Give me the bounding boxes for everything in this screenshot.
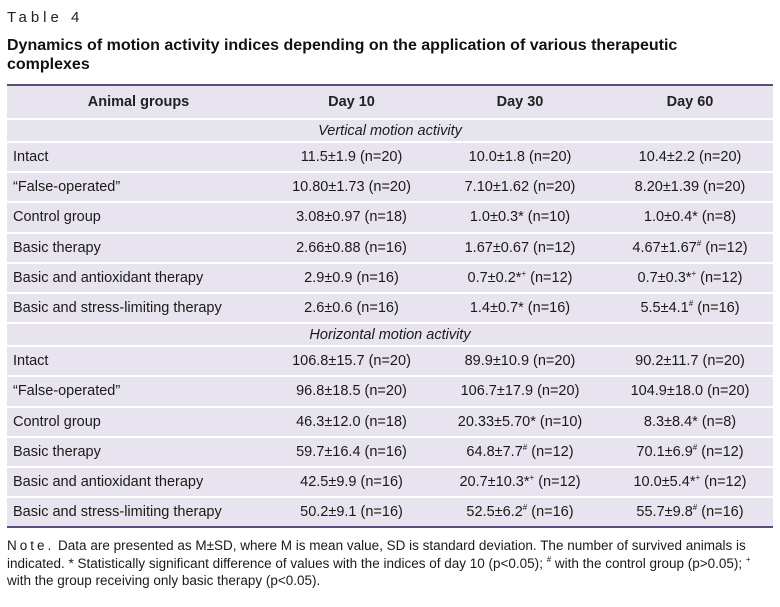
cell-d30: 1.0±0.3* (n=10) [433, 201, 607, 233]
table-body: Vertical motion activity Intact 11.5±1.9 (… [7, 118, 773, 529]
table-row: Basic and stress-limiting therapy 2.6±0.6… [7, 291, 773, 324]
cell-d30: 20.33±5.70* (n=10) [433, 405, 607, 437]
data-table: Animal groups Day 10 Day 30 Day 60 Verti… [7, 84, 773, 529]
cell-d10: 59.7±16.4 (n=16) [270, 435, 433, 467]
table-row: Basic and antioxidant therapy 2.9±0.9 (n=… [7, 261, 773, 293]
table-row: “False-operated” 10.80±1.73 (n=20) 7.10±1.… [7, 171, 773, 203]
cell-d60: 8.20±1.39 (n=20) [607, 171, 773, 203]
cell-d60: 104.9±18.0 (n=20) [607, 375, 773, 407]
cell-d30: 89.9±10.9 (n=20) [433, 345, 607, 377]
cell-group: Basic and stress-limiting therapy [7, 291, 270, 324]
header-day-60: Day 60 [607, 84, 773, 120]
cell-d10: 96.8±18.5 (n=20) [270, 375, 433, 407]
cell-d60: 5.5±4.1# (n=16) [607, 291, 773, 324]
cell-group: Intact [7, 140, 270, 173]
cell-d60: 55.7±9.8# (n=16) [607, 496, 773, 529]
cell-d30: 7.10±1.62 (n=20) [433, 171, 607, 203]
table-note: Note. Data are presented as M±SD, where … [7, 537, 773, 590]
cell-d30: 1.4±0.7* (n=16) [433, 291, 607, 324]
note-text: Data are presented as M±SD, where M is m… [7, 538, 751, 588]
table-row: Basic and antioxidant therapy 42.5±9.9 (n… [7, 465, 773, 498]
cell-group: Basic and stress-limiting therapy [7, 496, 270, 529]
cell-d10: 2.6±0.6 (n=16) [270, 291, 433, 324]
table-row: Control group 3.08±0.97 (n=18) 1.0±0.3* (n… [7, 201, 773, 233]
cell-d30: 0.7±0.2*+ (n=12) [433, 261, 607, 293]
table-title: Dynamics of motion activity indices depe… [7, 37, 678, 73]
cell-group: Control group [7, 201, 270, 233]
header-animal-groups: Animal groups [7, 84, 270, 120]
cell-d30: 64.8±7.7# (n=12) [433, 435, 607, 467]
cell-d60: 70.1±6.9# (n=12) [607, 435, 773, 467]
section-label: Vertical motion activity [7, 118, 773, 142]
header-day-10: Day 10 [270, 84, 433, 120]
table-row: Basic and stress-limiting therapy 50.2±9.… [7, 496, 773, 529]
cell-d60: 90.2±11.7 (n=20) [607, 345, 773, 377]
table-row: Basic therapy 59.7±16.4 (n=16) 64.8±7.7# (… [7, 435, 773, 467]
cell-group: Basic therapy [7, 231, 270, 263]
section-row: Vertical motion activity [7, 118, 773, 142]
cell-d10: 11.5±1.9 (n=20) [270, 140, 433, 173]
cell-group: Control group [7, 405, 270, 437]
cell-d60: 10.0±5.4*+ (n=12) [607, 465, 773, 498]
cell-d10: 50.2±9.1 (n=16) [270, 496, 433, 529]
cell-d10: 3.08±0.97 (n=18) [270, 201, 433, 233]
header-row: Animal groups Day 10 Day 30 Day 60 [7, 84, 773, 120]
cell-d10: 42.5±9.9 (n=16) [270, 465, 433, 498]
cell-group: Basic therapy [7, 435, 270, 467]
table-row: Intact 106.8±15.7 (n=20) 89.9±10.9 (n=20) 9… [7, 345, 773, 377]
cell-d10: 2.66±0.88 (n=16) [270, 231, 433, 263]
cell-group: “False-operated” [7, 171, 270, 203]
note-label: Note. [7, 538, 55, 553]
cell-d30: 52.5±6.2# (n=16) [433, 496, 607, 529]
cell-group: “False-operated” [7, 375, 270, 407]
cell-d10: 46.3±12.0 (n=18) [270, 405, 433, 437]
cell-d10: 2.9±0.9 (n=16) [270, 261, 433, 293]
cell-d60: 8.3±8.4* (n=8) [607, 405, 773, 437]
cell-d30: 20.7±10.3*+ (n=12) [433, 465, 607, 498]
cell-d30: 1.67±0.67 (n=12) [433, 231, 607, 263]
table-row: Control group 46.3±12.0 (n=18) 20.33±5.70*… [7, 405, 773, 437]
cell-d30: 10.0±1.8 (n=20) [433, 140, 607, 173]
cell-d30: 106.7±17.9 (n=20) [433, 375, 607, 407]
section-label: Horizontal motion activity [7, 322, 773, 347]
cell-d10: 106.8±15.7 (n=20) [270, 345, 433, 377]
table-row: Intact 11.5±1.9 (n=20) 10.0±1.8 (n=20) 10.4… [7, 140, 773, 173]
cell-d10: 10.80±1.73 (n=20) [270, 171, 433, 203]
cell-d60: 4.67±1.67# (n=12) [607, 231, 773, 263]
cell-group: Basic and antioxidant therapy [7, 465, 270, 498]
cell-d60: 1.0±0.4* (n=8) [607, 201, 773, 233]
table-row: “False-operated” 96.8±18.5 (n=20) 106.7±17… [7, 375, 773, 407]
table-label: Table 4 [7, 9, 84, 26]
cell-d60: 10.4±2.2 (n=20) [607, 140, 773, 173]
cell-group: Basic and antioxidant therapy [7, 261, 270, 293]
table-row: Basic therapy 2.66±0.88 (n=16) 1.67±0.67 (… [7, 231, 773, 263]
cell-group: Intact [7, 345, 270, 377]
header-day-30: Day 30 [433, 84, 607, 120]
cell-d60: 0.7±0.3*+ (n=12) [607, 261, 773, 293]
section-row: Horizontal motion activity [7, 322, 773, 347]
